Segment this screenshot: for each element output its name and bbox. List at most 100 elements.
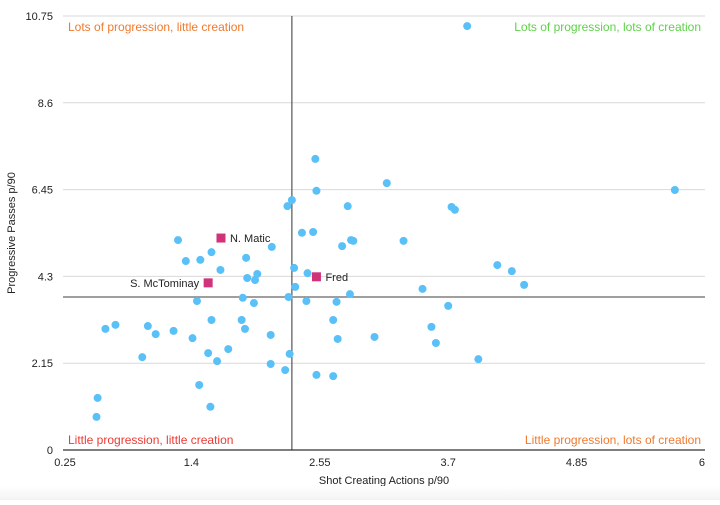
data-point bbox=[382, 179, 391, 188]
quadrant-labels: Lots of progression, little creation Lots… bbox=[68, 20, 701, 447]
highlight-label: S. McTominay bbox=[130, 278, 200, 290]
y-tick-label: 6.45 bbox=[32, 185, 53, 197]
quadrant-label-top-right: Lots of progression, lots of creation bbox=[514, 20, 701, 34]
data-point bbox=[213, 357, 222, 366]
data-point bbox=[267, 242, 276, 251]
x-tick-label: 3.7 bbox=[441, 457, 456, 469]
data-point bbox=[111, 320, 120, 329]
y-axis-title: Progressive Passes p/90 bbox=[6, 172, 18, 294]
bottom-strip bbox=[0, 486, 720, 500]
data-point bbox=[287, 196, 296, 205]
data-point bbox=[101, 324, 110, 333]
data-point bbox=[370, 332, 379, 341]
data-point bbox=[169, 326, 178, 335]
data-point bbox=[143, 322, 152, 331]
data-point bbox=[520, 280, 529, 289]
data-point bbox=[216, 265, 225, 274]
data-point bbox=[195, 381, 204, 390]
data-point bbox=[192, 297, 201, 306]
data-point bbox=[188, 334, 197, 343]
data-point bbox=[302, 297, 311, 306]
data-point bbox=[181, 257, 190, 266]
data-point bbox=[507, 267, 516, 276]
data-point bbox=[224, 345, 233, 354]
data-point bbox=[343, 202, 352, 211]
y-tick-label: 2.15 bbox=[32, 358, 53, 370]
highlight-marker bbox=[311, 272, 321, 282]
data-point bbox=[92, 412, 101, 421]
y-tick-label: 4.3 bbox=[38, 271, 53, 283]
data-point bbox=[93, 393, 102, 402]
data-point bbox=[243, 274, 252, 283]
data-point bbox=[284, 292, 293, 301]
highlight-marker bbox=[216, 233, 226, 243]
data-point bbox=[206, 402, 215, 411]
data-point bbox=[138, 353, 147, 362]
data-point bbox=[312, 370, 321, 379]
data-point bbox=[285, 349, 294, 358]
data-point bbox=[349, 236, 358, 245]
data-point bbox=[240, 324, 249, 333]
x-axis-title: Shot Creating Actions p/90 bbox=[319, 475, 449, 487]
data-point bbox=[207, 248, 216, 257]
quadrant-label-top-left: Lots of progression, little creation bbox=[68, 20, 244, 34]
y-tick-label: 0 bbox=[47, 445, 53, 457]
reference-lines bbox=[63, 16, 705, 450]
data-point bbox=[266, 360, 275, 369]
data-point bbox=[291, 282, 300, 291]
data-point bbox=[281, 366, 290, 375]
x-tick-label: 4.85 bbox=[566, 457, 587, 469]
data-point bbox=[450, 205, 459, 214]
data-point bbox=[253, 269, 262, 278]
quadrant-label-bottom-right: Little progression, lots of creation bbox=[525, 433, 701, 447]
data-point bbox=[493, 261, 502, 270]
data-point bbox=[431, 339, 440, 348]
data-point bbox=[290, 263, 299, 272]
y-tick-label: 10.75 bbox=[25, 11, 53, 23]
data-point bbox=[345, 290, 354, 299]
data-point bbox=[266, 330, 275, 339]
data-point bbox=[207, 316, 216, 325]
data-point bbox=[329, 316, 338, 325]
data-point bbox=[309, 227, 318, 236]
data-point bbox=[399, 236, 408, 245]
data-point bbox=[297, 228, 306, 237]
x-tick-label: 6 bbox=[699, 457, 705, 469]
data-point bbox=[174, 236, 183, 245]
data-point bbox=[418, 284, 427, 293]
highlighted-points: N. Matic S. McTominay Fred bbox=[130, 233, 348, 290]
data-point bbox=[444, 301, 453, 310]
data-point bbox=[237, 316, 246, 325]
x-tick-label: 2.55 bbox=[309, 457, 330, 469]
data-point bbox=[303, 269, 312, 278]
gridlines bbox=[63, 15, 705, 364]
data-point bbox=[427, 322, 436, 331]
data-point bbox=[204, 349, 213, 358]
data-point bbox=[332, 297, 341, 306]
data-point bbox=[238, 293, 247, 302]
highlight-label: Fred bbox=[325, 272, 348, 284]
data-point bbox=[249, 299, 258, 308]
data-point bbox=[196, 255, 205, 264]
highlight-marker bbox=[203, 278, 213, 288]
data-point bbox=[670, 186, 679, 195]
data-point bbox=[251, 276, 260, 285]
x-tick-label: 0.25 bbox=[54, 457, 75, 469]
data-point bbox=[151, 330, 160, 339]
data-point bbox=[242, 253, 251, 262]
data-point bbox=[338, 242, 347, 251]
data-point bbox=[333, 334, 342, 343]
data-point bbox=[283, 202, 292, 211]
x-tick-label: 1.4 bbox=[184, 457, 199, 469]
data-point bbox=[311, 154, 320, 163]
data-point bbox=[312, 186, 321, 195]
y-tick-label: 8.6 bbox=[38, 98, 53, 110]
axes: 0 2.15 4.3 6.45 8.6 10.75 0.25 1.4 2.55 3.7 4.85 6 bbox=[25, 11, 705, 469]
data-point bbox=[463, 22, 472, 31]
data-points bbox=[92, 22, 679, 421]
data-point bbox=[329, 372, 338, 381]
quadrant-label-bottom-left: Little progression, little creation bbox=[68, 433, 233, 447]
data-point bbox=[474, 355, 483, 364]
